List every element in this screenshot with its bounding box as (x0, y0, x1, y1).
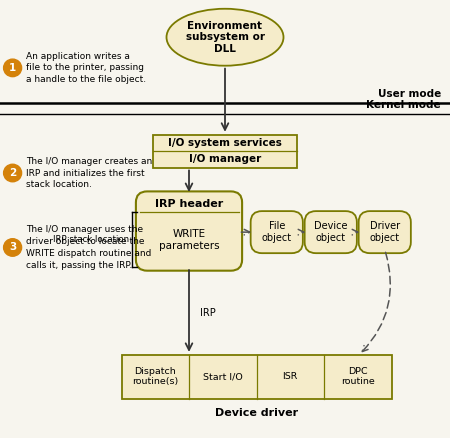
Circle shape (4, 59, 22, 77)
FancyBboxPatch shape (122, 355, 392, 399)
FancyBboxPatch shape (251, 211, 303, 253)
Text: 3: 3 (9, 243, 16, 252)
FancyBboxPatch shape (153, 135, 297, 167)
Text: Kernel mode: Kernel mode (366, 100, 441, 110)
Text: ISR: ISR (283, 372, 298, 381)
Text: User mode: User mode (378, 89, 441, 99)
Text: The I/O manager creates an
IRP and initializes the first
stack location.: The I/O manager creates an IRP and initi… (26, 157, 153, 189)
Circle shape (4, 164, 22, 182)
Text: An application writes a
file to the printer, passing
a handle to the file object: An application writes a file to the prin… (26, 52, 146, 84)
Text: 2: 2 (9, 168, 16, 178)
Text: The I/O manager uses the
driver object to locate the
WRITE dispatch routine and
: The I/O manager uses the driver object t… (26, 225, 152, 270)
FancyBboxPatch shape (359, 211, 411, 253)
Text: IRP: IRP (200, 308, 216, 318)
Text: I/O system services: I/O system services (168, 138, 282, 148)
Text: IRP header: IRP header (155, 199, 223, 208)
Text: WRITE
parameters: WRITE parameters (159, 229, 219, 251)
Text: IRP stack location: IRP stack location (54, 235, 130, 244)
Text: File
object: File object (262, 221, 292, 243)
Ellipse shape (166, 9, 284, 66)
Text: Start I/O: Start I/O (203, 372, 243, 381)
Text: Environment
subsystem or
DLL: Environment subsystem or DLL (185, 21, 265, 54)
Text: Driver
object: Driver object (370, 221, 400, 243)
Text: 1: 1 (9, 63, 16, 73)
Text: DPC
routine: DPC routine (341, 367, 374, 386)
Text: I/O manager: I/O manager (189, 154, 261, 164)
Text: Device
object: Device object (314, 221, 347, 243)
Circle shape (4, 239, 22, 256)
Text: Dispatch
routine(s): Dispatch routine(s) (132, 367, 178, 386)
Text: Device driver: Device driver (215, 408, 298, 418)
FancyBboxPatch shape (136, 191, 242, 271)
FancyBboxPatch shape (305, 211, 357, 253)
